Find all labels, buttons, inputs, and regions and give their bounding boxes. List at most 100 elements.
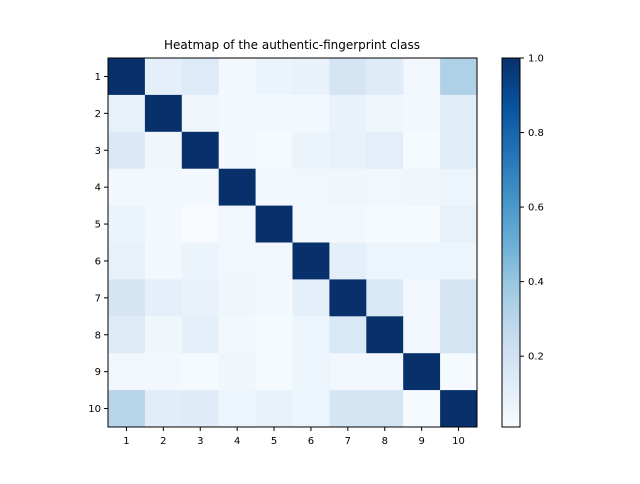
- heatmap-cell-r9-c10: [440, 353, 478, 391]
- heatmap-cells: [108, 58, 478, 428]
- heatmap-cell-r9-c5: [255, 353, 293, 391]
- heatmap-cell-r4-c6: [292, 168, 330, 206]
- heatmap-cell-r10-c2: [144, 390, 183, 428]
- heatmap-cell-r10-c1: [108, 390, 146, 428]
- heatmap-cell-r4-c7: [329, 168, 367, 206]
- y-tick-label: 2: [95, 109, 101, 120]
- heatmap-cell-r2-c6: [292, 94, 330, 133]
- heatmap-cell-r10-c8: [366, 390, 404, 428]
- heatmap-cell-r10-c6: [292, 390, 330, 428]
- colorbar-tick-label: 0.2: [528, 352, 544, 363]
- heatmap-cell-r10-c7: [329, 390, 367, 428]
- x-tick-label: 9: [418, 436, 424, 447]
- heatmap-cell-r5-c3: [181, 205, 219, 243]
- heatmap-cell-r8-c10: [440, 316, 478, 354]
- heatmap-cell-r4-c9: [403, 168, 441, 206]
- heatmap-cell-r6-c8: [366, 242, 404, 280]
- heatmap-cell-r6-c2: [144, 242, 183, 280]
- heatmap-cell-r2-c3: [181, 94, 219, 133]
- heatmap-cell-r3-c1: [108, 131, 146, 169]
- heatmap-cell-r8-c5: [255, 316, 293, 354]
- heatmap-cell-r2-c9: [403, 94, 441, 133]
- heatmap-cell-r7-c2: [144, 279, 183, 317]
- x-tick-label: 10: [452, 436, 465, 447]
- plot-frame: [107, 57, 478, 428]
- x-axis: 1 2 3 4 5 6 7 8 9 10: [123, 427, 465, 447]
- x-tick-label: 5: [271, 436, 277, 447]
- y-axis: 1 2 3 4 5 6 7 8 9 10: [88, 72, 108, 415]
- heatmap-cell-r1-c8: [366, 58, 404, 96]
- y-tick-label: 10: [88, 404, 101, 415]
- heatmap-cell-r8-c4: [218, 316, 256, 354]
- heatmap-cell-r7-c9: [403, 279, 441, 317]
- heatmap-cell-r9-c2: [144, 353, 183, 391]
- heatmap-cell-r9-c7: [329, 353, 367, 391]
- heatmap-cell-r10-c9: [403, 390, 441, 428]
- heatmap-cell-r5-c4: [218, 205, 256, 243]
- heatmap-cell-r9-c1: [108, 353, 146, 391]
- heatmap-cell-r7-c1: [108, 279, 146, 317]
- heatmap-cell-r6-c3: [181, 242, 219, 280]
- colorbar-tick-label: 0.8: [528, 128, 544, 139]
- heatmap-cell-r6-c5: [255, 242, 293, 280]
- heatmap-cell-r1-c3: [181, 58, 219, 96]
- heatmap-cell-r2-c2: [144, 94, 183, 133]
- colorbar-gradient: [501, 57, 521, 428]
- heatmap-cell-r5-c5: [255, 205, 293, 243]
- heatmap-cell-r2-c5: [255, 94, 293, 133]
- heatmap-cell-r7-c7: [329, 279, 367, 317]
- colorbar-tick-label: 1.0: [528, 54, 544, 65]
- heatmap-cell-r3-c10: [440, 131, 478, 169]
- heatmap-cell-r4-c10: [440, 168, 478, 206]
- heatmap-cell-r3-c9: [403, 131, 441, 169]
- x-tick-label: 4: [234, 436, 240, 447]
- heatmap-cell-r8-c3: [181, 316, 219, 354]
- heatmap-cell-r3-c5: [255, 131, 293, 169]
- heatmap-cell-r1-c4: [218, 58, 256, 96]
- heatmap-cell-r9-c4: [218, 353, 256, 391]
- heatmap-cell-r5-c9: [403, 205, 441, 243]
- y-tick-label: 1: [95, 72, 101, 83]
- heatmap-cell-r9-c9: [403, 353, 441, 391]
- heatmap-cell-r1-c2: [144, 58, 183, 96]
- heatmap-cell-r1-c1: [108, 58, 146, 96]
- heatmap-cell-r7-c10: [440, 279, 478, 317]
- heatmap-cell-r4-c8: [366, 168, 404, 206]
- colorbar-tick-label: 0.4: [528, 277, 544, 288]
- heatmap-cell-r8-c6: [292, 316, 330, 354]
- y-tick-label: 8: [95, 330, 101, 341]
- y-tick-label: 7: [95, 293, 101, 304]
- y-tick-label: 9: [95, 367, 101, 378]
- heatmap-cell-r8-c2: [144, 316, 183, 354]
- heatmap-cell-r4-c3: [181, 168, 219, 206]
- heatmap-cell-r6-c4: [218, 242, 256, 280]
- heatmap-cell-r5-c7: [329, 205, 367, 243]
- heatmap-cell-r2-c10: [440, 94, 478, 133]
- heatmap-cell-r10-c5: [255, 390, 293, 428]
- heatmap-cell-r8-c7: [329, 316, 367, 354]
- heatmap-cell-r6-c6: [292, 242, 330, 280]
- heatmap-cell-r3-c7: [329, 131, 367, 169]
- heatmap-cell-r1-c7: [329, 58, 367, 96]
- heatmap-cell-r1-c9: [403, 58, 441, 96]
- heatmap-cell-r7-c6: [292, 279, 330, 317]
- heatmap-cell-r9-c6: [292, 353, 330, 391]
- heatmap-cell-r2-c8: [366, 94, 404, 133]
- colorbar-tick-label: 0.6: [528, 203, 544, 214]
- heatmap-cell-r7-c4: [218, 279, 256, 317]
- y-tick-label: 5: [95, 220, 101, 231]
- heatmap-cell-r2-c4: [218, 94, 256, 133]
- heatmap-cell-r7-c3: [181, 279, 219, 317]
- heatmap-cell-r4-c1: [108, 168, 146, 206]
- x-tick-label: 3: [197, 436, 203, 447]
- heatmap-cell-r2-c1: [108, 94, 146, 133]
- heatmap-cell-r3-c3: [181, 131, 219, 169]
- heatmap-cell-r7-c8: [366, 279, 404, 317]
- heatmap-cell-r7-c5: [255, 279, 293, 317]
- x-tick-label: 7: [345, 436, 351, 447]
- heatmap-cell-r6-c7: [329, 242, 367, 280]
- heatmap-cell-r10-c10: [440, 390, 478, 428]
- heatmap-cell-r4-c5: [255, 168, 293, 206]
- heatmap-cell-r3-c8: [366, 131, 404, 169]
